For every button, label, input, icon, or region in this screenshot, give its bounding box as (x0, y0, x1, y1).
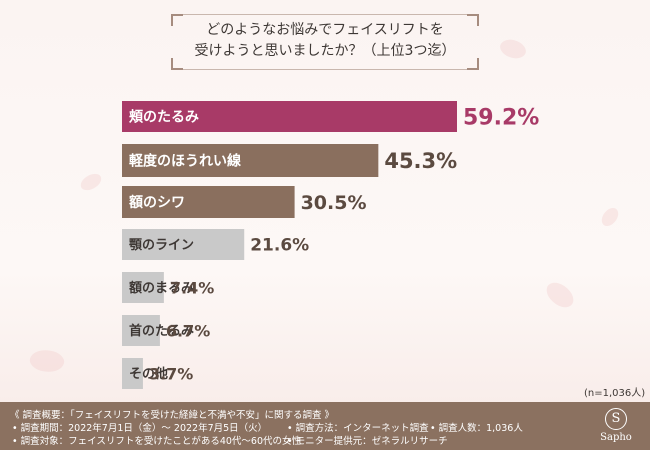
category-label: 軽度のほうれい線 (129, 153, 241, 170)
value-label: 59.2% (463, 105, 539, 130)
bar (122, 358, 143, 389)
sample-size-note: (n=1,036人) (584, 388, 646, 399)
footer-provider: • モニター提供元：ゼネラルリサーチ (287, 436, 448, 447)
bar (122, 101, 457, 132)
logo-text: Sapho (600, 432, 632, 443)
category-label: 首のたるみ (129, 323, 194, 339)
logo-mark: S (605, 408, 627, 430)
category-label: 顎のライン (129, 238, 194, 253)
sapho-logo: S Sapho (596, 408, 636, 443)
bar (122, 229, 245, 260)
title-corner (467, 58, 479, 70)
title-corner (467, 14, 479, 26)
footer-period: • 調査期間：2022年7月1日（金）～ 2022年7月5日（火） (12, 423, 268, 434)
chart-title-line2: 受けようと思いましたか？（上位3つ迄） (194, 43, 456, 59)
value-label: 3.7% (149, 364, 193, 383)
bar (122, 272, 164, 303)
value-label: 6.7% (166, 321, 210, 340)
category-label: 頬のたるみ (129, 109, 199, 126)
chart-title: どのようなお悩みでフェイスリフトを 受けようと思いましたか？（上位3つ迄） (171, 14, 479, 70)
bar-chart: 頬のたるみ 59.2% 軽度のほうれい線 45.3% 額のシワ 30.5% 顎のライン 21.… (122, 101, 539, 389)
footer-overview: 《 調査概要：「フェイスリフトを受けた経緯と不満や不安」に関する調査 》 (10, 410, 335, 421)
footer-target: • 調査対象：フェイスリフトを受けたことがある40代～60代の女性 (12, 436, 302, 447)
value-label: 21.6% (250, 236, 309, 256)
category-label: 額のシワ (128, 194, 185, 211)
footer-count: • 調査人数：1,036人 (430, 423, 523, 434)
survey-footer: 《 調査概要：「フェイスリフトを受けた経緯と不満や不安」に関する調査 》 • 調… (0, 402, 650, 450)
value-label: 45.3% (384, 149, 457, 173)
footer-method: • 調査方法：インターネット調査 (287, 423, 429, 434)
bar (122, 315, 160, 346)
title-corner (171, 58, 183, 70)
bar (122, 186, 295, 218)
title-corner (171, 14, 183, 26)
value-label: 30.5% (301, 192, 367, 214)
chart-title-line1: どのようなお悩みでフェイスリフトを (206, 22, 444, 38)
value-label: 7.4% (170, 278, 214, 297)
category-label: その他 (129, 366, 168, 382)
category-label: 額のまるみ (128, 280, 194, 296)
bar (122, 144, 379, 177)
